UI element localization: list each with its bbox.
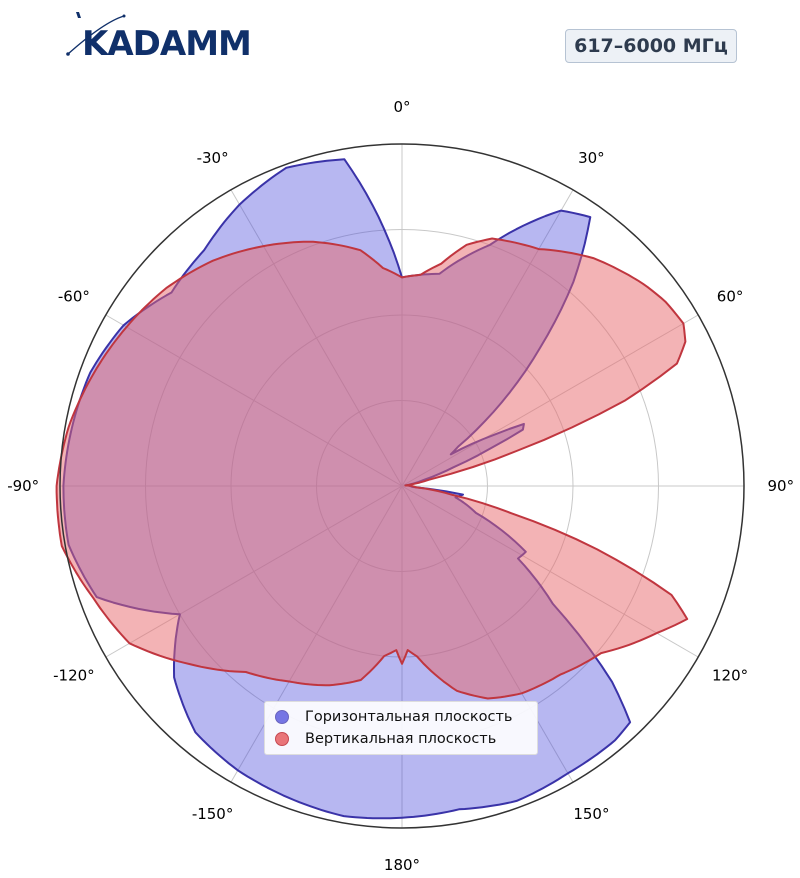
angle-tick-labels: 0° 30° 60° 90° 120° 150° 180° -150° -120° -90° -60…	[7, 98, 794, 874]
angle-tick--120deg: -120°	[53, 666, 95, 684]
series-layer	[55, 158, 689, 820]
angle-tick-0deg: 0°	[393, 98, 410, 116]
angle-tick--30deg: -30°	[197, 149, 229, 167]
frequency-range-badge: 617–6000 МГц	[565, 29, 737, 63]
angle-tick--60deg: -60°	[58, 288, 90, 306]
legend-marker-horizontal	[275, 710, 289, 724]
angle-tick-90deg: 90°	[768, 477, 795, 495]
logo-wordmark: KADAMM	[82, 24, 251, 60]
angle-tick-180deg: 180°	[384, 856, 420, 874]
legend: Горизонтальная плоскость Вертикальная пл…	[264, 701, 538, 755]
angle-tick-60deg: 60°	[717, 288, 744, 306]
series-area-vertical	[55, 237, 689, 700]
legend-marker-vertical	[275, 732, 289, 746]
angle-tick--90deg: -90°	[7, 477, 39, 495]
legend-label-horizontal: Горизонтальная плоскость	[305, 709, 513, 725]
legend-item-vertical: Вертикальная плоскость	[275, 728, 527, 750]
legend-label-vertical: Вертикальная плоскость	[305, 731, 497, 747]
outer-ring	[59, 143, 745, 829]
angle-tick-120deg: 120°	[712, 666, 748, 684]
angle-tick-150deg: 150°	[573, 805, 609, 823]
angle-tick--150deg: -150°	[192, 805, 234, 823]
angle-tick-30deg: 30°	[578, 149, 605, 167]
brand-logo: KADAMM	[66, 12, 252, 60]
legend-item-horizontal: Горизонтальная плоскость	[275, 706, 527, 728]
